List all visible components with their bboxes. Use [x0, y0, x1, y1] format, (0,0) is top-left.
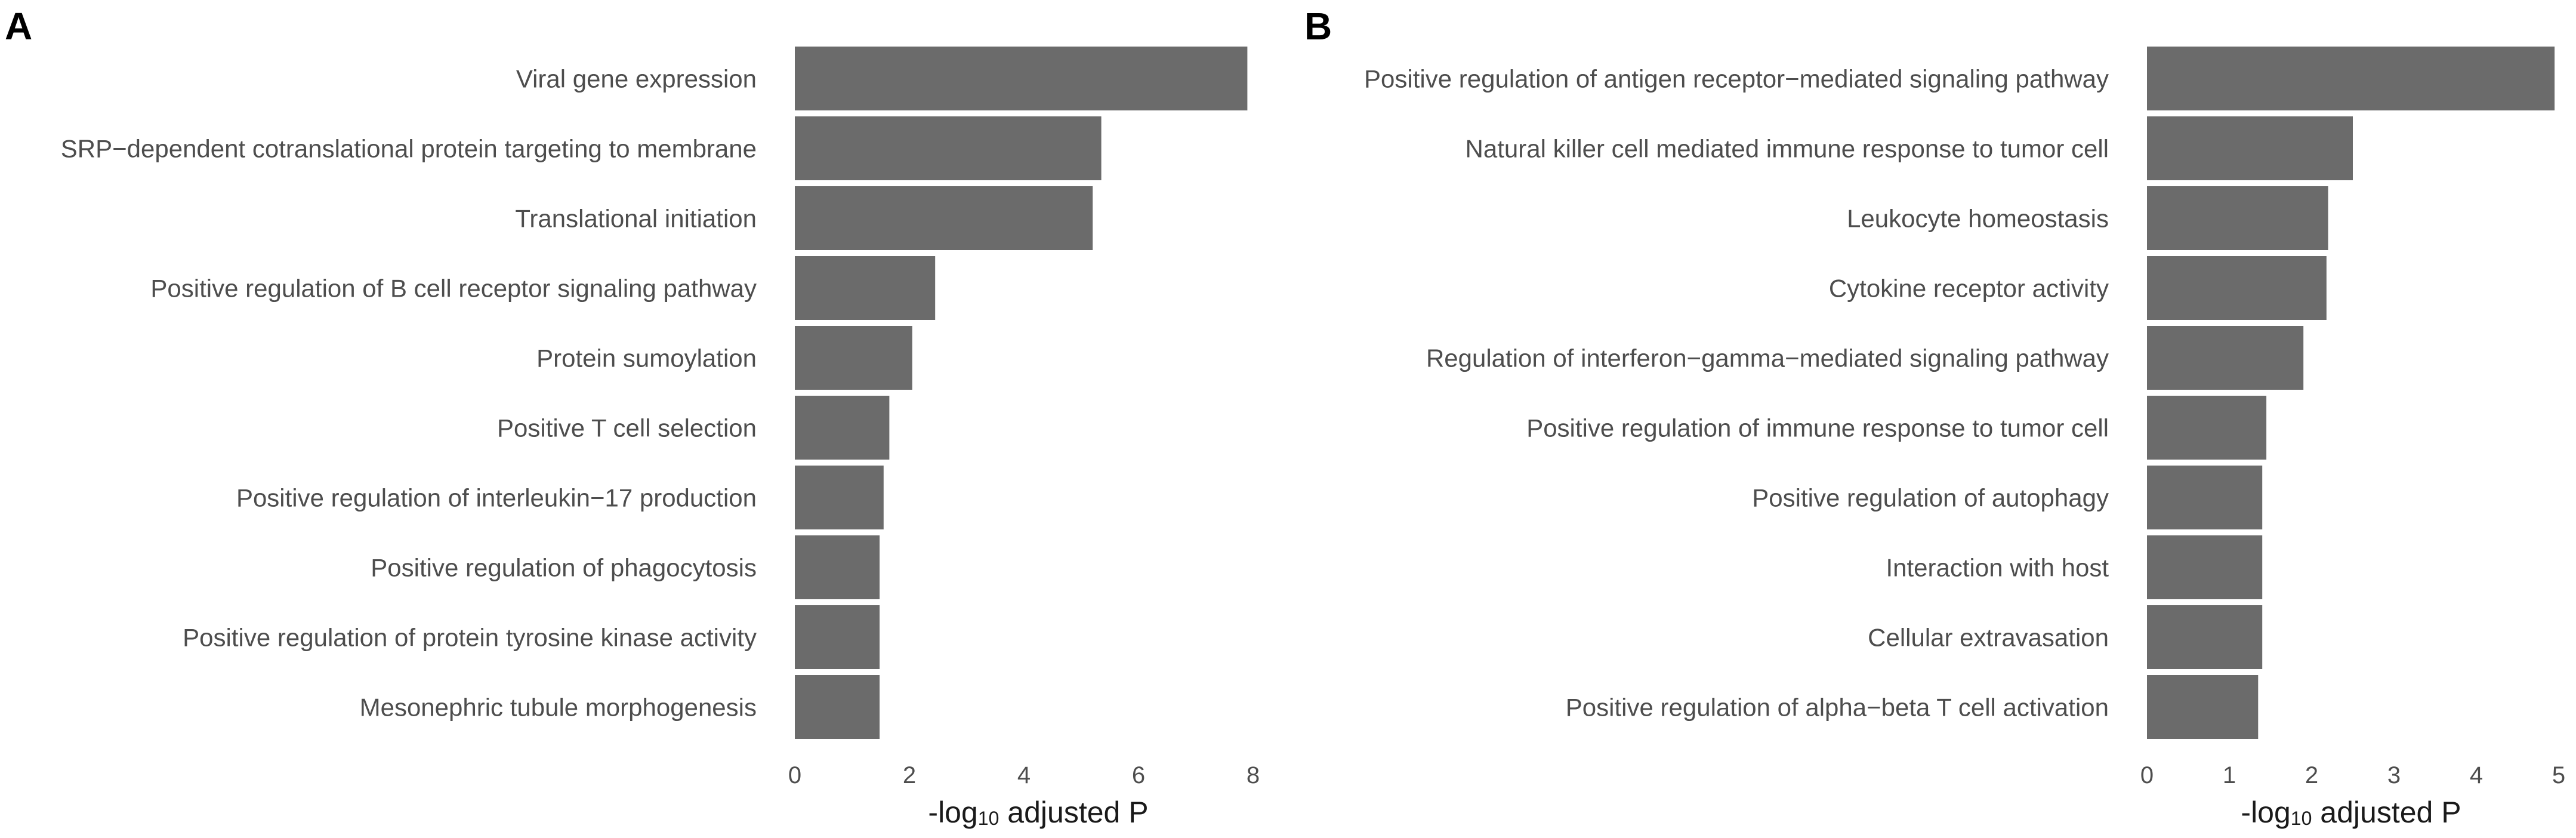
panel-a-bar-10 [795, 675, 880, 739]
panel-b-bar-8 [2147, 535, 2263, 599]
panel-a-category-label-10: Mesonephric tubule morphogenesis [360, 694, 757, 722]
panel-b-category-label-9: Cellular extravasation [1868, 624, 2109, 652]
panel-b-category-label-6: Positive regulation of immune response t… [1526, 414, 2109, 442]
panel-a-x-tick-label-1: 0 [788, 762, 801, 788]
panel-a-category-label-6: Positive T cell selection [497, 414, 757, 442]
panel-a-tag: A [5, 5, 32, 48]
panel-a-bar-1 [795, 47, 1248, 110]
panel-a-category-label-1: Viral gene expression [516, 65, 757, 93]
panel-a-category-label-7: Positive regulation of interleukin−17 pr… [236, 484, 757, 512]
panel-a-category-label-3: Translational initiation [515, 205, 757, 233]
panel-b-x-tick-label-1: 0 [2140, 762, 2154, 788]
panel-b-category-label-2: Natural killer cell mediated immune resp… [1466, 135, 2109, 163]
panel-a-x-ticks: 0 2 4 6 8 [788, 762, 1260, 788]
panel-b-x-tick-label-6: 5 [2552, 762, 2565, 788]
panel-b-bar-3 [2147, 186, 2328, 250]
panel-a-x-axis-title: -log10 adjusted P [928, 796, 1148, 829]
panel-a-category-label-2: SRP−dependent cotranslational protein ta… [61, 135, 757, 163]
panel-a-category-label-4: Positive regulation of B cell receptor s… [150, 275, 757, 303]
panel-b-category-label-7: Positive regulation of autophagy [1752, 484, 2109, 512]
panel-b-category-label-1: Positive regulation of antigen receptor−… [1364, 65, 2109, 93]
panel-b-category-label-8: Interaction with host [1886, 554, 2109, 582]
panel-b-bar-7 [2147, 466, 2263, 529]
panel-b-x-ticks: 0 1 2 3 4 5 [2140, 762, 2565, 788]
panel-b-bar-1 [2147, 47, 2555, 110]
panel-b-x-axis-title: -log10 adjusted P [2241, 796, 2461, 829]
panel-b-bars [2147, 47, 2555, 739]
panel-a-category-label-5: Protein sumoylation [536, 344, 757, 372]
panel-a-bars [795, 47, 1248, 739]
panel-a-x-tick-label-2: 2 [903, 762, 916, 788]
panel-a-x-tick-label-3: 4 [1017, 762, 1031, 788]
panel-b-x-tick-label-2: 1 [2223, 762, 2236, 788]
panel-b-category-labels: Positive regulation of antigen receptor−… [1364, 65, 2109, 722]
panel-a-x-tick-label-5: 8 [1247, 762, 1260, 788]
panel-b-bar-6 [2147, 396, 2267, 460]
panel-a-bar-8 [795, 535, 880, 599]
panel-b-category-label-3: Leukocyte homeostasis [1847, 205, 2109, 233]
panel-b-x-tick-label-5: 4 [2470, 762, 2483, 788]
panel-a-bar-6 [795, 396, 890, 460]
panel-a-category-label-9: Positive regulation of protein tyrosine … [183, 624, 757, 652]
panel-a-category-label-8: Positive regulation of phagocytosis [371, 554, 757, 582]
panel-b-bar-4 [2147, 256, 2327, 320]
panel-a-bar-5 [795, 326, 912, 390]
panel-a-x-tick-label-4: 6 [1132, 762, 1145, 788]
panel-b-bar-9 [2147, 605, 2263, 669]
panel-a-category-labels: Viral gene expression SRP−dependent cotra… [61, 65, 757, 722]
panel-b-bar-5 [2147, 326, 2304, 390]
panel-b-x-tick-label-4: 3 [2387, 762, 2401, 788]
panel-a-bar-9 [795, 605, 880, 669]
panel-b-category-label-10: Positive regulation of alpha−beta T cell… [1566, 694, 2109, 722]
panel-b-tag: B [1304, 5, 1332, 48]
panel-a-bar-2 [795, 116, 1102, 180]
panel-b-bar-2 [2147, 116, 2353, 180]
panel-b-x-tick-label-3: 2 [2305, 762, 2318, 788]
panel-a-bar-3 [795, 186, 1093, 250]
panel-b: B Positive regulation of antigen recepto… [1304, 5, 2565, 829]
panel-a-bar-4 [795, 256, 936, 320]
panel-b-category-label-4: Cytokine receptor activity [1829, 275, 2109, 303]
panel-b-bar-10 [2147, 675, 2259, 739]
panel-a-bar-7 [795, 466, 884, 529]
panel-b-category-label-5: Regulation of interferon−gamma−mediated … [1426, 344, 2109, 372]
panel-a: A Viral gene expression SRP−dependent cot… [5, 5, 1260, 829]
